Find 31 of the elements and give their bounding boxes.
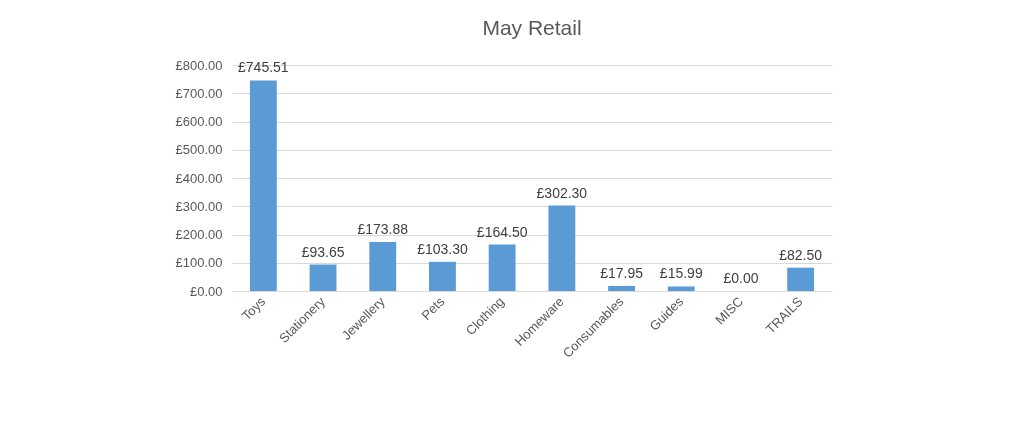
y-tick-label: £600.00: [175, 114, 223, 129]
bar: [608, 285, 635, 291]
bar: [667, 286, 695, 291]
y-tick-label: £100.00: [175, 255, 223, 271]
x-tick-label: Pets: [418, 293, 448, 323]
bar: [309, 264, 337, 291]
bar: [548, 205, 576, 291]
chart-title: May Retail: [482, 16, 582, 39]
bar: [369, 241, 397, 291]
data-label: £173.88: [357, 220, 409, 237]
bar: [488, 244, 516, 291]
y-tick-label: £200.00: [175, 227, 223, 242]
bar: [249, 80, 277, 291]
bar: [787, 267, 815, 291]
y-tick-label: £300.00: [175, 198, 223, 214]
y-tick-label: £700.00: [175, 85, 223, 101]
bar: [429, 261, 456, 291]
x-tick-label: Toys: [238, 293, 269, 324]
y-tick-label: £500.00: [175, 142, 223, 158]
data-label: £103.30: [417, 240, 468, 257]
y-tick-label: £0.00: [189, 283, 223, 299]
data-label: £745.51: [238, 59, 289, 76]
y-tick-label: £800.00: [175, 57, 223, 73]
data-label: £15.99: [659, 265, 703, 282]
data-label: £164.50: [476, 223, 528, 240]
data-label: £93.65: [301, 243, 345, 260]
data-label: £0.00: [723, 270, 759, 286]
data-label: £17.95: [600, 264, 644, 281]
data-label: £302.30: [536, 184, 588, 201]
data-label: £82.50: [779, 246, 823, 263]
y-tick-label: £400.00: [175, 170, 223, 186]
